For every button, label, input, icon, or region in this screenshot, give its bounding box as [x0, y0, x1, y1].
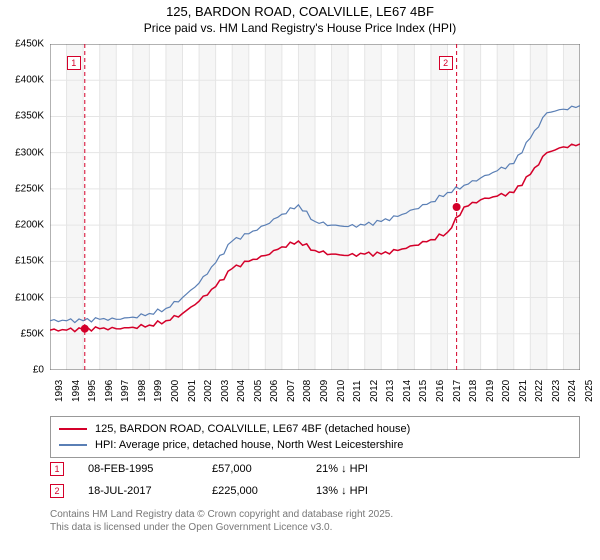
- x-tick-label: 2000: [170, 380, 181, 402]
- x-tick-label: 2011: [352, 380, 363, 402]
- x-tick-label: 2005: [253, 380, 264, 402]
- y-axis: £0£50K£100K£150K£200K£250K£300K£350K£400…: [0, 44, 50, 370]
- plot-area: 12: [50, 44, 580, 370]
- sale-marker-label: 2: [439, 56, 453, 70]
- footer-attribution: Contains HM Land Registry data © Crown c…: [50, 508, 580, 534]
- x-tick-label: 2019: [485, 380, 496, 402]
- legend-row: HPI: Average price, detached house, Nort…: [59, 437, 571, 453]
- chart-title-subtitle: Price paid vs. HM Land Registry's House …: [0, 21, 600, 35]
- x-tick-label: 2013: [385, 380, 396, 402]
- marker-date: 18-JUL-2017: [88, 485, 188, 497]
- x-tick-label: 2006: [269, 380, 280, 402]
- x-tick-label: 2007: [286, 380, 297, 402]
- marker-hpi-delta: 13% ↓ HPI: [316, 485, 416, 497]
- legend-row: 125, BARDON ROAD, COALVILLE, LE67 4BF (d…: [59, 421, 571, 437]
- x-tick-label: 2010: [336, 380, 347, 402]
- x-tick-label: 2015: [418, 380, 429, 402]
- x-tick-label: 2025: [584, 380, 595, 402]
- y-tick-label: £0: [33, 365, 44, 376]
- chart-title-address: 125, BARDON ROAD, COALVILLE, LE67 4BF: [0, 4, 600, 19]
- x-tick-label: 1995: [87, 380, 98, 402]
- y-tick-label: £400K: [15, 75, 44, 86]
- x-axis: 1993 1994 1995 1996 1997 1998 1999 2000 2001 2002…: [50, 372, 580, 412]
- legend-swatch: [59, 444, 87, 446]
- y-tick-label: £50K: [21, 328, 44, 339]
- marker-price: £57,000: [212, 463, 292, 475]
- x-tick-label: 2021: [518, 380, 529, 402]
- x-tick-label: 2002: [203, 380, 214, 402]
- y-tick-label: £200K: [15, 220, 44, 231]
- x-tick-label: 1996: [104, 380, 115, 402]
- marker-hpi-delta: 21% ↓ HPI: [316, 463, 416, 475]
- y-tick-label: £100K: [15, 292, 44, 303]
- x-tick-label: 2024: [567, 380, 578, 402]
- chart-container: 125, BARDON ROAD, COALVILLE, LE67 4BF Pr…: [0, 0, 600, 560]
- x-tick-label: 2017: [452, 380, 463, 402]
- marker-id-box: 2: [50, 484, 64, 498]
- x-tick-label: 2018: [468, 380, 479, 402]
- legend-swatch: [59, 428, 87, 430]
- x-tick-label: 2014: [402, 380, 413, 402]
- x-tick-label: 2004: [236, 380, 247, 402]
- x-tick-label: 1997: [120, 380, 131, 402]
- x-tick-label: 1998: [137, 380, 148, 402]
- x-tick-label: 2003: [220, 380, 231, 402]
- legend: 125, BARDON ROAD, COALVILLE, LE67 4BF (d…: [50, 416, 580, 458]
- marker-id-box: 1: [50, 462, 64, 476]
- marker-date: 08-FEB-1995: [88, 463, 188, 475]
- y-tick-label: £450K: [15, 39, 44, 50]
- x-tick-label: 2022: [534, 380, 545, 402]
- x-tick-label: 2020: [501, 380, 512, 402]
- legend-label: HPI: Average price, detached house, Nort…: [95, 439, 403, 451]
- footer-line2: This data is licensed under the Open Gov…: [50, 521, 580, 534]
- y-tick-label: £350K: [15, 111, 44, 122]
- x-tick-label: 1993: [54, 380, 65, 402]
- x-tick-label: 1994: [71, 380, 82, 402]
- y-tick-label: £300K: [15, 147, 44, 158]
- x-tick-label: 2016: [435, 380, 446, 402]
- x-tick-label: 2012: [369, 380, 380, 402]
- sale-marker-label: 1: [67, 56, 81, 70]
- x-tick-label: 2009: [319, 380, 330, 402]
- footer-line1: Contains HM Land Registry data © Crown c…: [50, 508, 580, 521]
- title-block: 125, BARDON ROAD, COALVILLE, LE67 4BF Pr…: [0, 0, 600, 35]
- chart-svg: [50, 44, 580, 370]
- x-tick-label: 2001: [187, 380, 198, 402]
- sale-marker-table: 1 08-FEB-1995 £57,000 21% ↓ HPI 2 18-JUL-2017…: [50, 458, 580, 502]
- y-tick-label: £150K: [15, 256, 44, 267]
- legend-label: 125, BARDON ROAD, COALVILLE, LE67 4BF (d…: [95, 423, 410, 435]
- marker-price: £225,000: [212, 485, 292, 497]
- marker-table-row: 1 08-FEB-1995 £57,000 21% ↓ HPI: [50, 458, 580, 480]
- x-tick-label: 2023: [551, 380, 562, 402]
- x-tick-label: 1999: [153, 380, 164, 402]
- marker-table-row: 2 18-JUL-2017 £225,000 13% ↓ HPI: [50, 480, 580, 502]
- y-tick-label: £250K: [15, 183, 44, 194]
- x-tick-label: 2008: [302, 380, 313, 402]
